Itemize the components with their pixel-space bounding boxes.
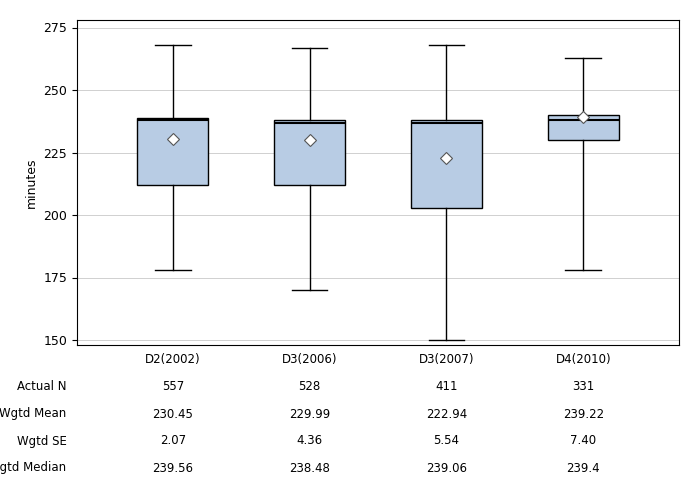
- Text: Wgtd SE: Wgtd SE: [17, 434, 66, 448]
- Text: 557: 557: [162, 380, 184, 394]
- Text: D2(2002): D2(2002): [145, 354, 201, 366]
- Text: 222.94: 222.94: [426, 408, 467, 420]
- Text: 239.22: 239.22: [563, 408, 604, 420]
- Text: 238.48: 238.48: [289, 462, 330, 474]
- Text: 239.56: 239.56: [153, 462, 193, 474]
- Text: 331: 331: [572, 380, 594, 394]
- Text: Wgtd Median: Wgtd Median: [0, 462, 66, 474]
- Text: 5.54: 5.54: [433, 434, 459, 448]
- Text: 239.4: 239.4: [566, 462, 600, 474]
- Text: 2.07: 2.07: [160, 434, 186, 448]
- Text: 7.40: 7.40: [570, 434, 596, 448]
- Text: Actual N: Actual N: [17, 380, 66, 394]
- Text: Wgtd Mean: Wgtd Mean: [0, 408, 66, 420]
- Text: 4.36: 4.36: [297, 434, 323, 448]
- Text: D3(2006): D3(2006): [282, 354, 337, 366]
- Text: 239.06: 239.06: [426, 462, 467, 474]
- Text: 528: 528: [298, 380, 321, 394]
- PathPatch shape: [411, 120, 482, 208]
- Text: 411: 411: [435, 380, 458, 394]
- Text: D3(2007): D3(2007): [419, 354, 474, 366]
- Text: 229.99: 229.99: [289, 408, 330, 420]
- Y-axis label: minutes: minutes: [25, 157, 38, 208]
- Text: D4(2010): D4(2010): [555, 354, 611, 366]
- PathPatch shape: [547, 115, 619, 140]
- PathPatch shape: [274, 120, 345, 185]
- PathPatch shape: [137, 118, 209, 185]
- Text: 230.45: 230.45: [153, 408, 193, 420]
